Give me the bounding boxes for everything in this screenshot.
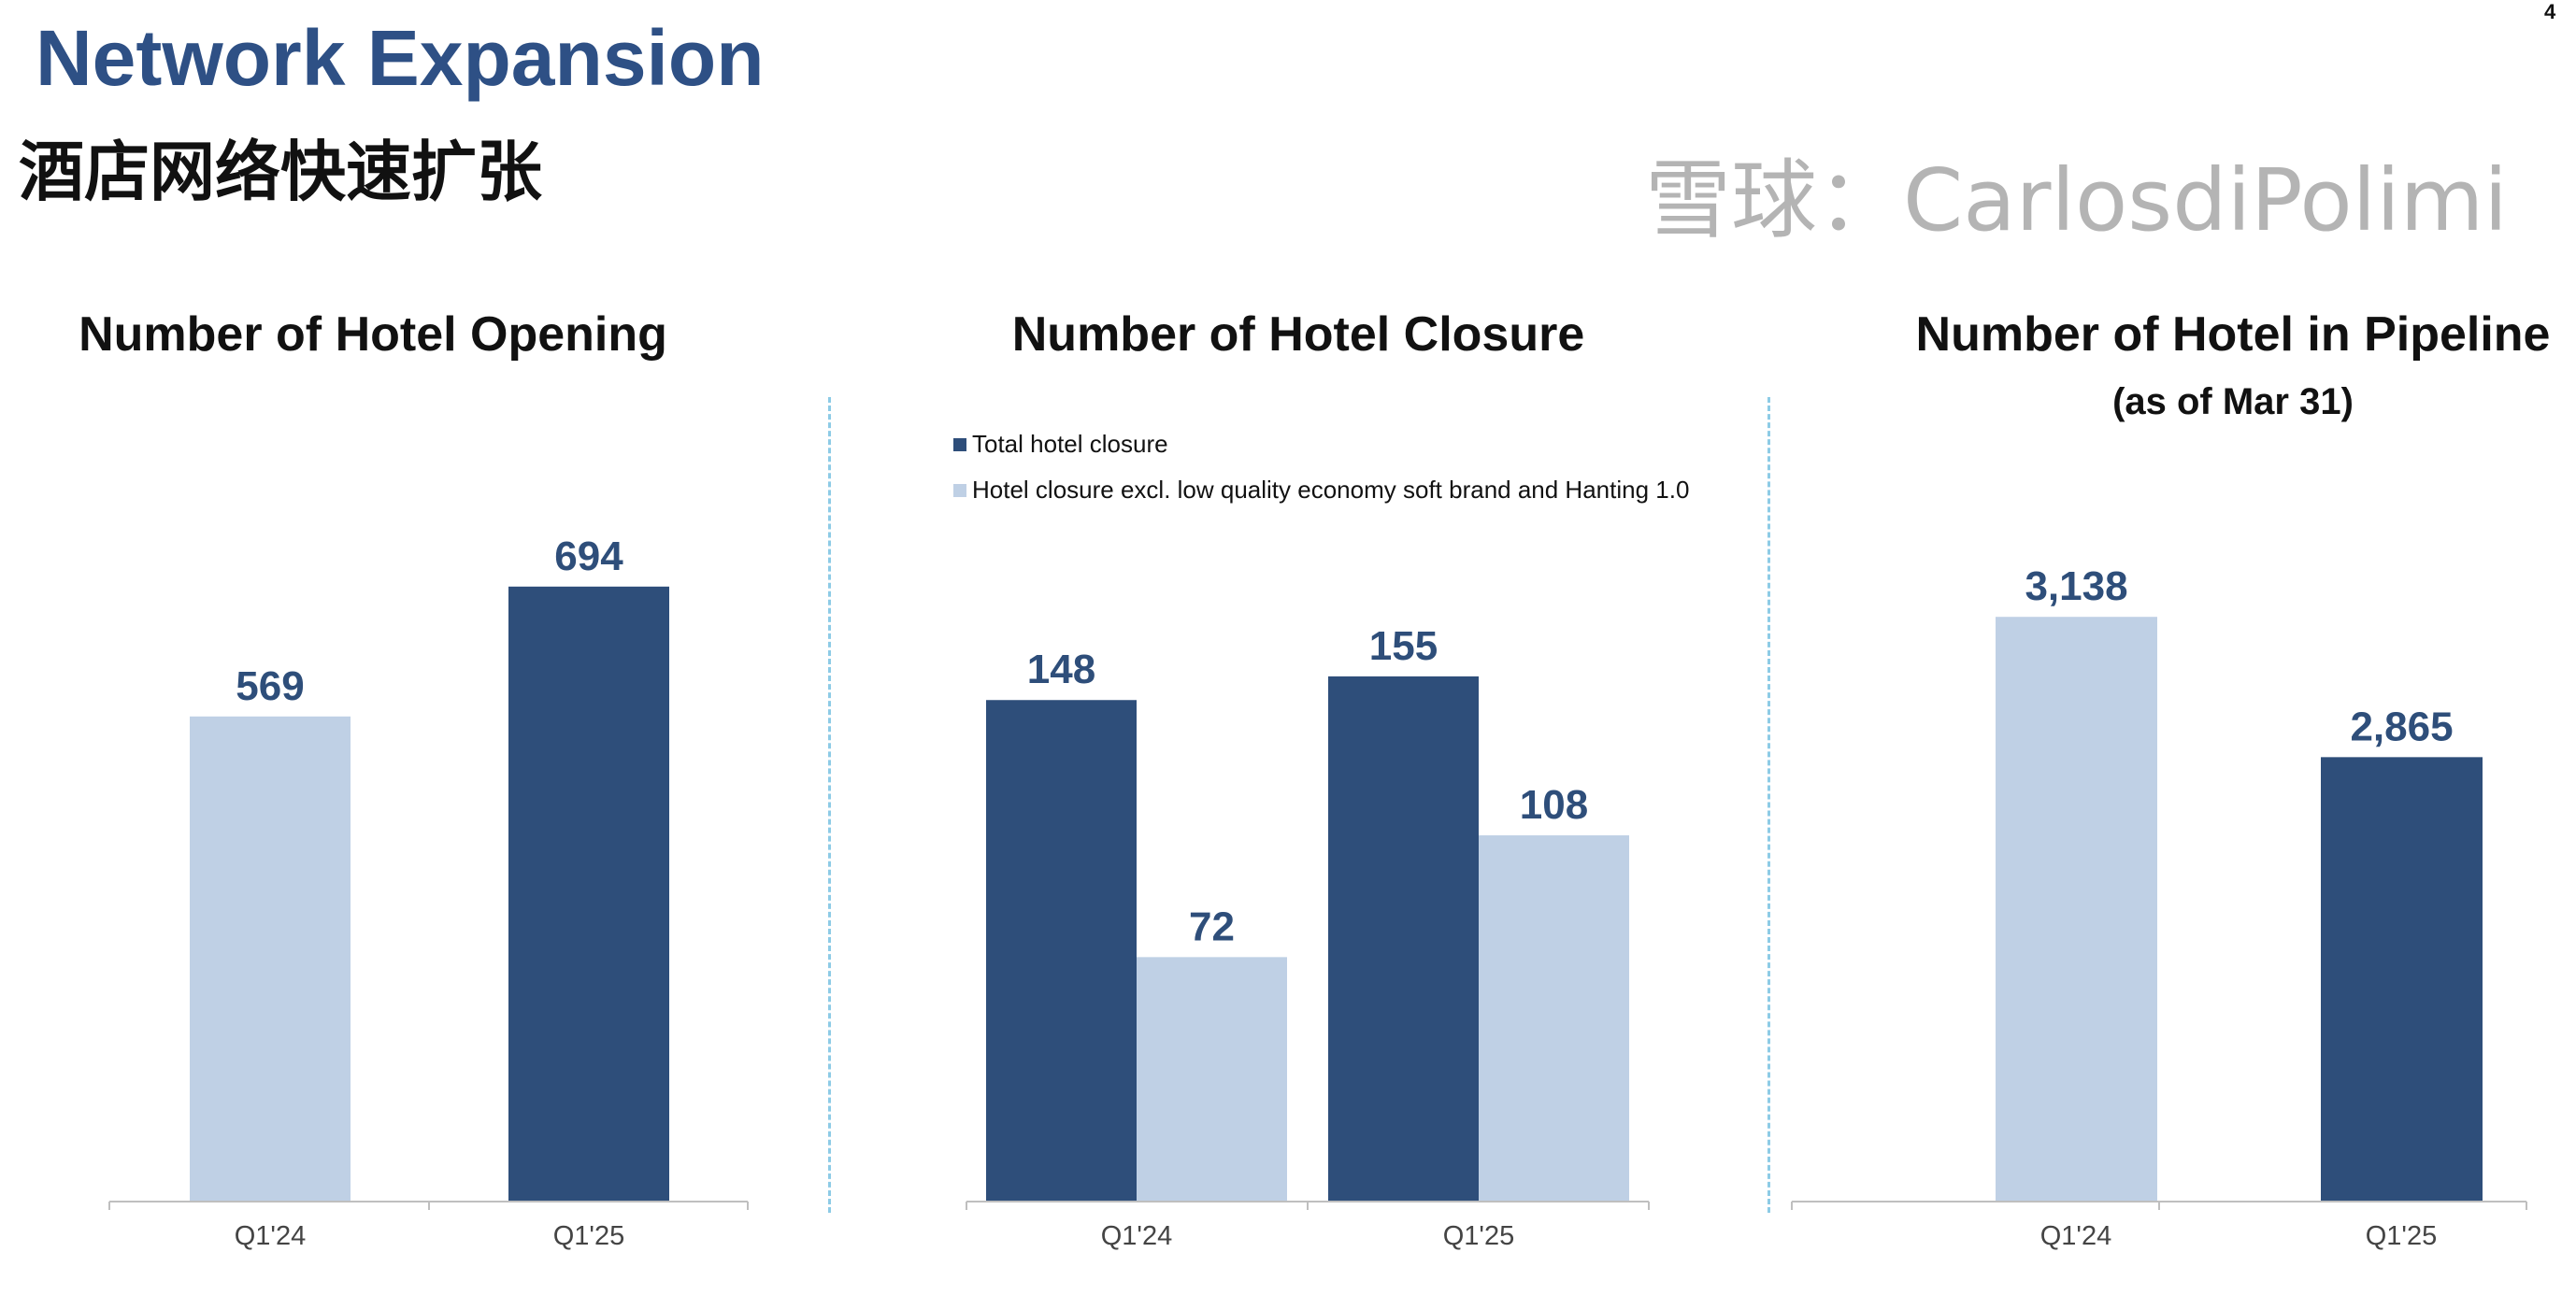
chart-subtitle-pipeline: (as of Mar 31) bbox=[2112, 381, 2354, 422]
bar bbox=[2321, 757, 2483, 1201]
legend-label: Hotel closure excl. low quality economy … bbox=[972, 476, 1690, 504]
data-label: 569 bbox=[236, 663, 304, 709]
bar bbox=[1479, 835, 1629, 1201]
category-label: Q1'24 bbox=[235, 1221, 306, 1251]
divider bbox=[1767, 397, 1770, 1213]
category-label: Q1'24 bbox=[1101, 1221, 1172, 1251]
divider bbox=[828, 397, 831, 1213]
bar bbox=[508, 586, 669, 1201]
category-label: Q1'24 bbox=[2040, 1221, 2111, 1251]
bar bbox=[1996, 617, 2157, 1201]
bar bbox=[986, 700, 1137, 1201]
legend-item-excl: Hotel closure excl. low quality economy … bbox=[953, 476, 1689, 505]
legend-swatch-light bbox=[953, 483, 966, 497]
data-label: 108 bbox=[1520, 782, 1588, 828]
bar bbox=[1328, 676, 1479, 1201]
data-label: 3,138 bbox=[2025, 563, 2127, 609]
category-label: Q1'25 bbox=[2366, 1221, 2437, 1251]
data-label: 694 bbox=[554, 534, 623, 579]
legend-label: Total hotel closure bbox=[972, 430, 1168, 458]
page-title: Network Expansion bbox=[36, 14, 765, 102]
data-label: 72 bbox=[1189, 904, 1235, 949]
page-number: 4 bbox=[2544, 0, 2556, 23]
watermark: 雪球：CarlosdiPolimi bbox=[1645, 150, 2508, 250]
chart-title-closure: Number of Hotel Closure bbox=[1011, 307, 1585, 362]
category-label: Q1'25 bbox=[1443, 1221, 1514, 1251]
chart-title-pipeline: Number of Hotel in Pipeline bbox=[1915, 307, 2551, 362]
data-label: 2,865 bbox=[2350, 704, 2453, 749]
bar bbox=[1137, 957, 1287, 1201]
data-label: 148 bbox=[1027, 647, 1095, 692]
data-label: 155 bbox=[1369, 623, 1438, 669]
page-subtitle: 酒店网络快速扩张 bbox=[19, 134, 542, 210]
chart-title-opening: Number of Hotel Opening bbox=[79, 307, 667, 362]
category-label: Q1'25 bbox=[553, 1221, 624, 1251]
legend-item-total: Total hotel closure bbox=[953, 430, 1168, 459]
bar bbox=[190, 716, 351, 1201]
legend-swatch-dark bbox=[953, 437, 966, 451]
